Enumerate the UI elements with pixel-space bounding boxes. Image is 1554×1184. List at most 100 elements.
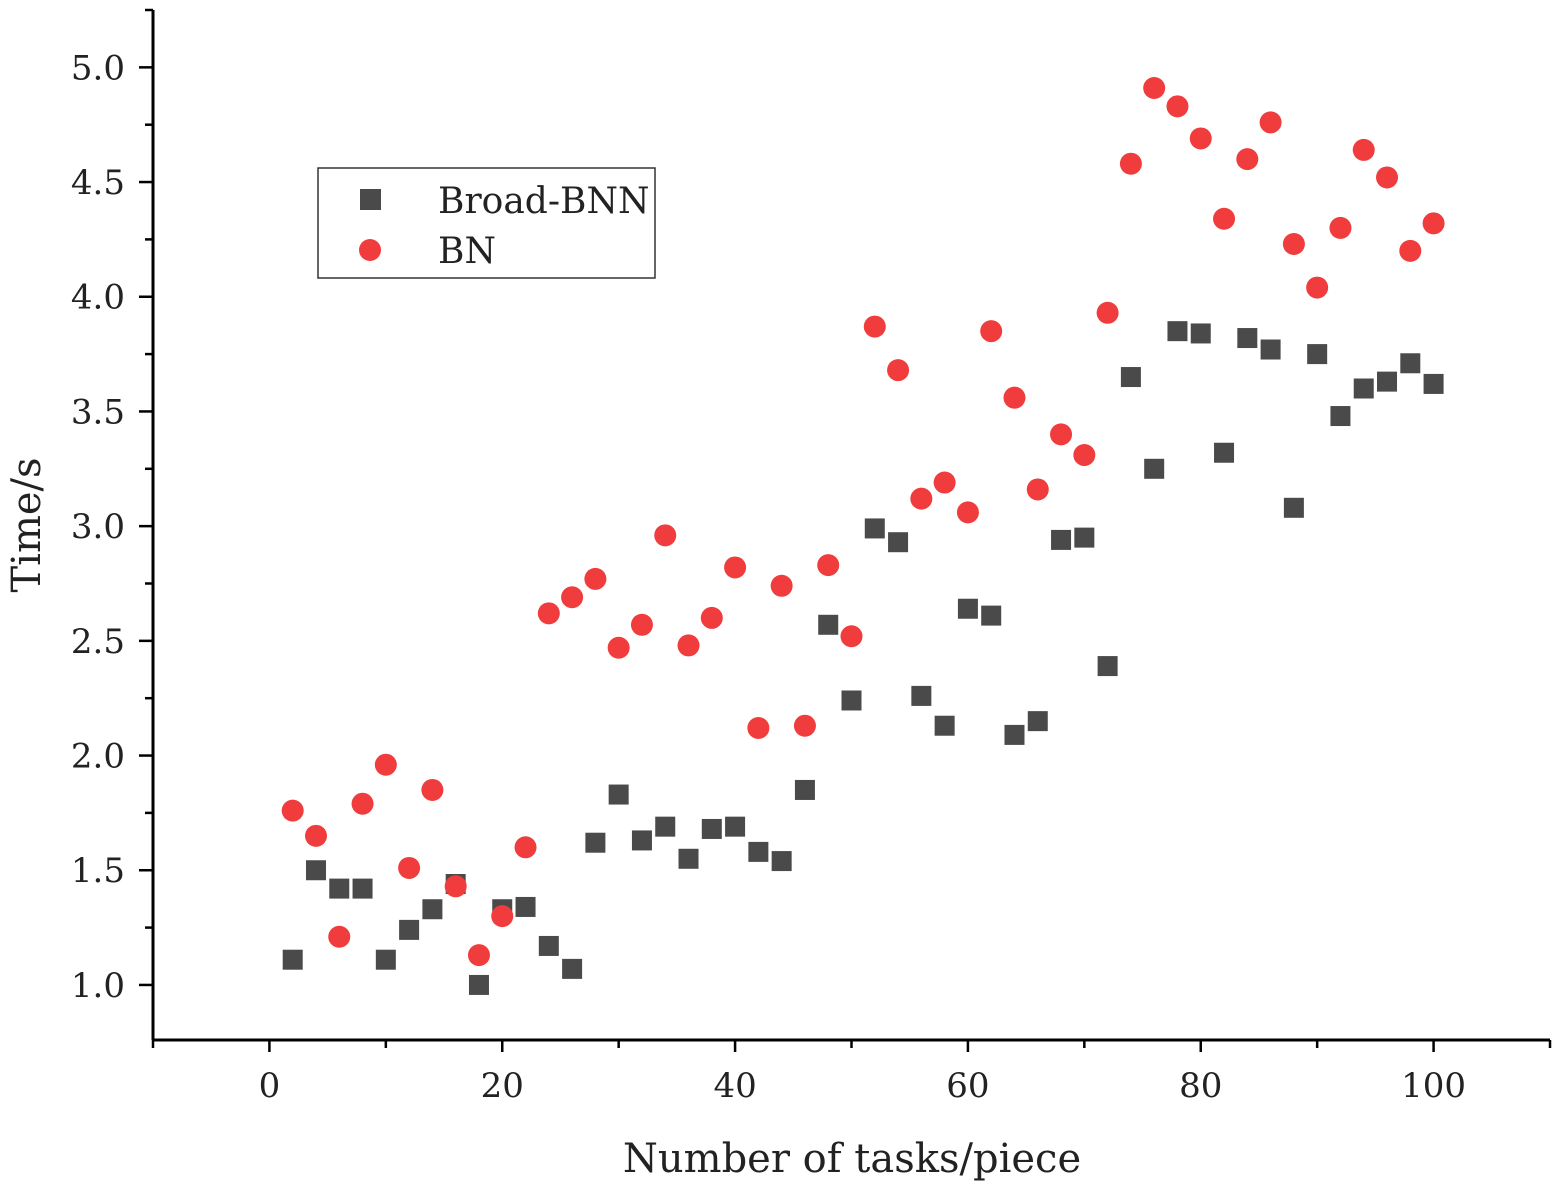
bn-point bbox=[351, 792, 374, 815]
broad-bnn-point bbox=[911, 685, 932, 706]
axes: 0 20 40 60 80 100 1.0 1.5 2.0 2.5 3.0 3.5 4.0 4.5 5.0 bbox=[71, 8, 1552, 1106]
bn-point bbox=[770, 574, 793, 597]
bn-point bbox=[304, 824, 327, 847]
broad-bnn-point bbox=[725, 816, 746, 837]
y-tick-label: 5.0 bbox=[71, 48, 125, 88]
bn-point bbox=[1282, 232, 1305, 255]
bn-point bbox=[677, 634, 700, 657]
legend-label-broad-bnn: Broad-BNN bbox=[438, 181, 649, 222]
bn-point bbox=[1306, 276, 1329, 299]
y-tick-label: 4.0 bbox=[71, 278, 125, 318]
broad-bnn-point bbox=[888, 532, 909, 553]
y-tick-label: 3.5 bbox=[71, 392, 125, 432]
broad-bnn-point bbox=[1400, 353, 1421, 374]
x-tick-label: 60 bbox=[946, 1066, 989, 1106]
bn-point bbox=[281, 799, 304, 822]
broad-bnn-point bbox=[1144, 458, 1165, 479]
bn-point bbox=[1259, 111, 1282, 134]
broad-bnn-point bbox=[422, 899, 443, 920]
broad-bnn-point bbox=[538, 935, 559, 956]
bn-point bbox=[887, 359, 910, 382]
x-tick-label: 0 bbox=[259, 1066, 281, 1106]
bn-point bbox=[607, 636, 630, 659]
bn-point bbox=[514, 836, 537, 859]
broad-bnn-point bbox=[678, 848, 699, 869]
bn-point bbox=[1189, 127, 1212, 150]
bn-point bbox=[910, 487, 933, 510]
broad-bnn-point bbox=[305, 860, 326, 881]
broad-bnn-point bbox=[981, 605, 1002, 626]
x-tick-label: 80 bbox=[1179, 1066, 1222, 1106]
broad-bnn-point bbox=[1330, 406, 1351, 427]
broad-bnn-point bbox=[1051, 529, 1072, 550]
bn-point bbox=[1003, 386, 1026, 409]
y-tick-label: 4.5 bbox=[71, 163, 125, 203]
broad-bnn-point bbox=[282, 949, 303, 970]
legend: Broad-BNN BN bbox=[317, 167, 656, 279]
broad-bnn-point bbox=[1027, 711, 1048, 732]
broad-bnn-point bbox=[818, 614, 839, 635]
bn-point bbox=[1026, 478, 1049, 501]
bn-point bbox=[1073, 444, 1096, 467]
broad-bnn-point bbox=[1097, 656, 1118, 677]
bn-point bbox=[1213, 207, 1236, 230]
broad-bnn-point bbox=[585, 832, 606, 853]
bn-point bbox=[1422, 212, 1445, 235]
broad-bnn-point bbox=[1353, 378, 1374, 399]
bn-point bbox=[1236, 148, 1259, 171]
bn-point bbox=[724, 556, 747, 579]
broad-bnn-point bbox=[1214, 442, 1235, 463]
broad-bnn-point bbox=[631, 830, 652, 851]
bn-point bbox=[1352, 138, 1375, 161]
broad-bnn-point bbox=[701, 818, 722, 839]
bn-point bbox=[1399, 239, 1422, 262]
broad-bnn-point bbox=[352, 878, 373, 899]
bn-point bbox=[1376, 166, 1399, 189]
broad-bnn-point bbox=[1260, 339, 1281, 360]
y-axis-label: Time/s bbox=[4, 457, 50, 592]
bn-point bbox=[537, 602, 560, 625]
y-tick-label: 3.0 bbox=[71, 507, 125, 547]
bn-point bbox=[840, 625, 863, 648]
bn-point bbox=[956, 501, 979, 524]
x-tick-label: 20 bbox=[481, 1066, 524, 1106]
broad-bnn-point bbox=[655, 816, 676, 837]
x-tick-label: 40 bbox=[713, 1066, 756, 1106]
bn-point bbox=[561, 586, 584, 609]
bn-point bbox=[1143, 76, 1166, 99]
bn-point bbox=[1096, 301, 1119, 324]
bn-point bbox=[933, 471, 956, 494]
bn-point bbox=[980, 320, 1003, 343]
broad-bnn-point bbox=[515, 896, 536, 917]
x-axis-label: Number of tasks/piece bbox=[623, 1136, 1081, 1182]
broad-bnn-point bbox=[1004, 724, 1025, 745]
bn-point bbox=[398, 856, 421, 879]
bn-point bbox=[1119, 152, 1142, 175]
legend-label-bn: BN bbox=[438, 231, 496, 272]
broad-bnn-point bbox=[1167, 321, 1188, 342]
bn-point bbox=[817, 554, 840, 577]
broad-bnn-point bbox=[562, 958, 583, 979]
bn-point bbox=[584, 567, 607, 590]
broad-bnn-point bbox=[1237, 328, 1258, 349]
broad-bnn-point bbox=[329, 878, 350, 899]
bn-point bbox=[421, 778, 444, 801]
x-tick-label: 100 bbox=[1401, 1066, 1466, 1106]
bn-point bbox=[747, 717, 770, 740]
bn-point bbox=[491, 905, 514, 928]
data-marks bbox=[281, 76, 1445, 995]
bn-point bbox=[467, 944, 490, 967]
bn-point bbox=[1329, 216, 1352, 239]
broad-bnn-point bbox=[1190, 323, 1211, 344]
bn-point bbox=[793, 714, 816, 737]
bn-point bbox=[630, 613, 653, 636]
broad-bnn-point bbox=[934, 715, 955, 736]
bn-point bbox=[328, 925, 351, 948]
broad-bnn-point bbox=[399, 919, 420, 940]
broad-bnn-point bbox=[1120, 367, 1141, 388]
y-tick-label: 1.5 bbox=[71, 851, 125, 891]
broad-bnn-point bbox=[375, 949, 396, 970]
broad-bnn-point bbox=[1074, 527, 1095, 548]
broad-bnn-point bbox=[771, 851, 792, 872]
